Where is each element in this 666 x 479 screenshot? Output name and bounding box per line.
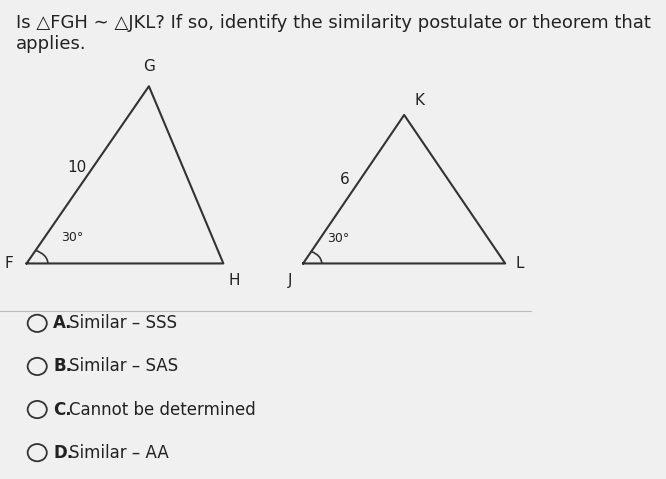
Text: Similar – SSS: Similar – SSS <box>69 314 177 332</box>
Text: 6: 6 <box>340 172 350 187</box>
Text: 30°: 30° <box>61 230 83 244</box>
Text: 10: 10 <box>67 160 87 175</box>
Text: A.: A. <box>53 314 73 332</box>
Text: Similar – SAS: Similar – SAS <box>69 357 178 376</box>
Text: G: G <box>143 59 155 74</box>
Text: J: J <box>288 273 292 288</box>
Text: L: L <box>516 256 524 271</box>
Text: D.: D. <box>53 444 73 462</box>
Text: F: F <box>5 256 13 271</box>
Text: B.: B. <box>53 357 72 376</box>
Text: Cannot be determined: Cannot be determined <box>69 400 256 419</box>
Text: Is △FGH ∼ △JKL? If so, identify the similarity postulate or theorem that
applies: Is △FGH ∼ △JKL? If so, identify the simi… <box>16 14 651 53</box>
Text: K: K <box>415 93 425 108</box>
Text: 30°: 30° <box>327 231 349 245</box>
Text: C.: C. <box>53 400 72 419</box>
Text: H: H <box>228 273 240 288</box>
Text: Similar – AA: Similar – AA <box>69 444 169 462</box>
